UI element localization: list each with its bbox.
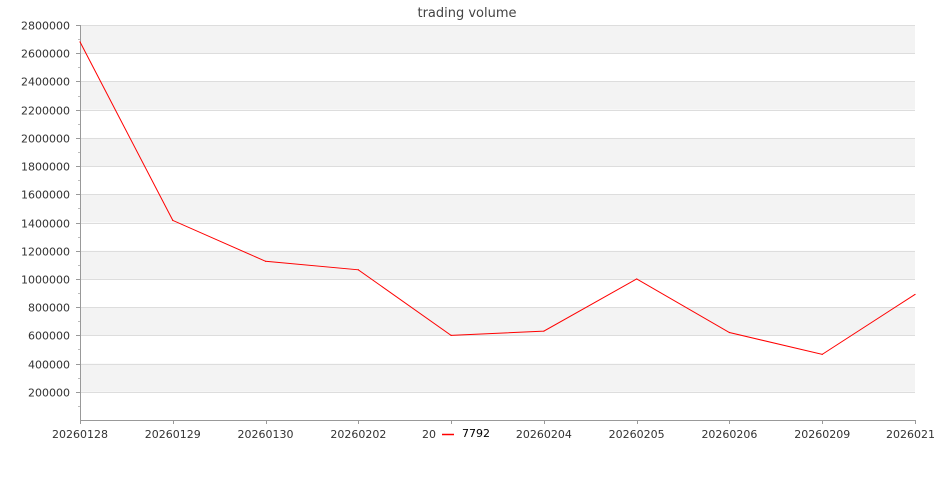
plot-band bbox=[80, 81, 915, 110]
plot-band bbox=[80, 194, 915, 223]
plot-band bbox=[80, 363, 915, 392]
data-point bbox=[821, 353, 823, 356]
series-layer bbox=[79, 41, 916, 356]
data-point bbox=[264, 260, 267, 262]
data-point bbox=[636, 278, 638, 280]
x-tick-label: 20260128 bbox=[52, 428, 108, 441]
x-tick-label: 20260202 bbox=[330, 428, 386, 441]
data-point bbox=[79, 41, 81, 43]
x-axis-ticks: 20260128 20260129 20260130 20260202 20 202602… bbox=[52, 420, 935, 441]
x-tick-label: 20 bbox=[422, 428, 436, 441]
data-point bbox=[728, 331, 731, 334]
y-tick-label: 2200000 bbox=[21, 105, 70, 118]
x-tick-label: 20260204 bbox=[516, 428, 572, 441]
y-tick-label: 200000 bbox=[28, 387, 70, 400]
y-tick-label: 400000 bbox=[28, 359, 70, 372]
y-tick-label: 2000000 bbox=[21, 133, 70, 146]
y-tick-label: 1800000 bbox=[21, 161, 70, 174]
y-tick-label: 2600000 bbox=[21, 48, 70, 61]
chart-title: trading volume bbox=[417, 6, 516, 21]
y-tick-label: 800000 bbox=[28, 302, 70, 315]
x-tick-label: 20260206 bbox=[701, 428, 757, 441]
grid-lines bbox=[80, 25, 915, 393]
plot-background-bands bbox=[80, 25, 915, 392]
plot-band bbox=[80, 250, 915, 279]
y-tick-label: 2800000 bbox=[21, 20, 70, 33]
plot-band bbox=[80, 137, 915, 167]
x-tick-label: 20260129 bbox=[145, 428, 201, 441]
legend: 7792 bbox=[442, 427, 490, 440]
x-tick-label: 20260130 bbox=[238, 428, 294, 441]
x-tick-label: 20260205 bbox=[609, 428, 665, 441]
plot-band bbox=[80, 307, 915, 336]
y-tick-label: 1600000 bbox=[21, 189, 70, 202]
y-axis-ticks: 200000 400000 600000 800000 1000000 1200000 14… bbox=[21, 20, 80, 407]
x-tick-label: 2026021 bbox=[886, 428, 935, 441]
data-point bbox=[914, 293, 916, 296]
legend-label: 7792 bbox=[462, 427, 490, 440]
plot-band bbox=[80, 25, 915, 54]
y-tick-label: 1400000 bbox=[21, 218, 70, 231]
axes bbox=[80, 25, 915, 421]
data-point bbox=[450, 334, 452, 336]
y-tick-label: 1200000 bbox=[21, 246, 70, 259]
y-tick-label: 2400000 bbox=[21, 76, 70, 89]
data-point bbox=[357, 269, 359, 271]
data-point bbox=[172, 219, 174, 221]
y-tick-label: 1000000 bbox=[21, 274, 70, 287]
y-tick-label: 600000 bbox=[28, 330, 70, 343]
x-tick-label: 20260209 bbox=[794, 428, 850, 441]
data-point bbox=[543, 330, 545, 332]
series-line bbox=[79, 41, 916, 355]
